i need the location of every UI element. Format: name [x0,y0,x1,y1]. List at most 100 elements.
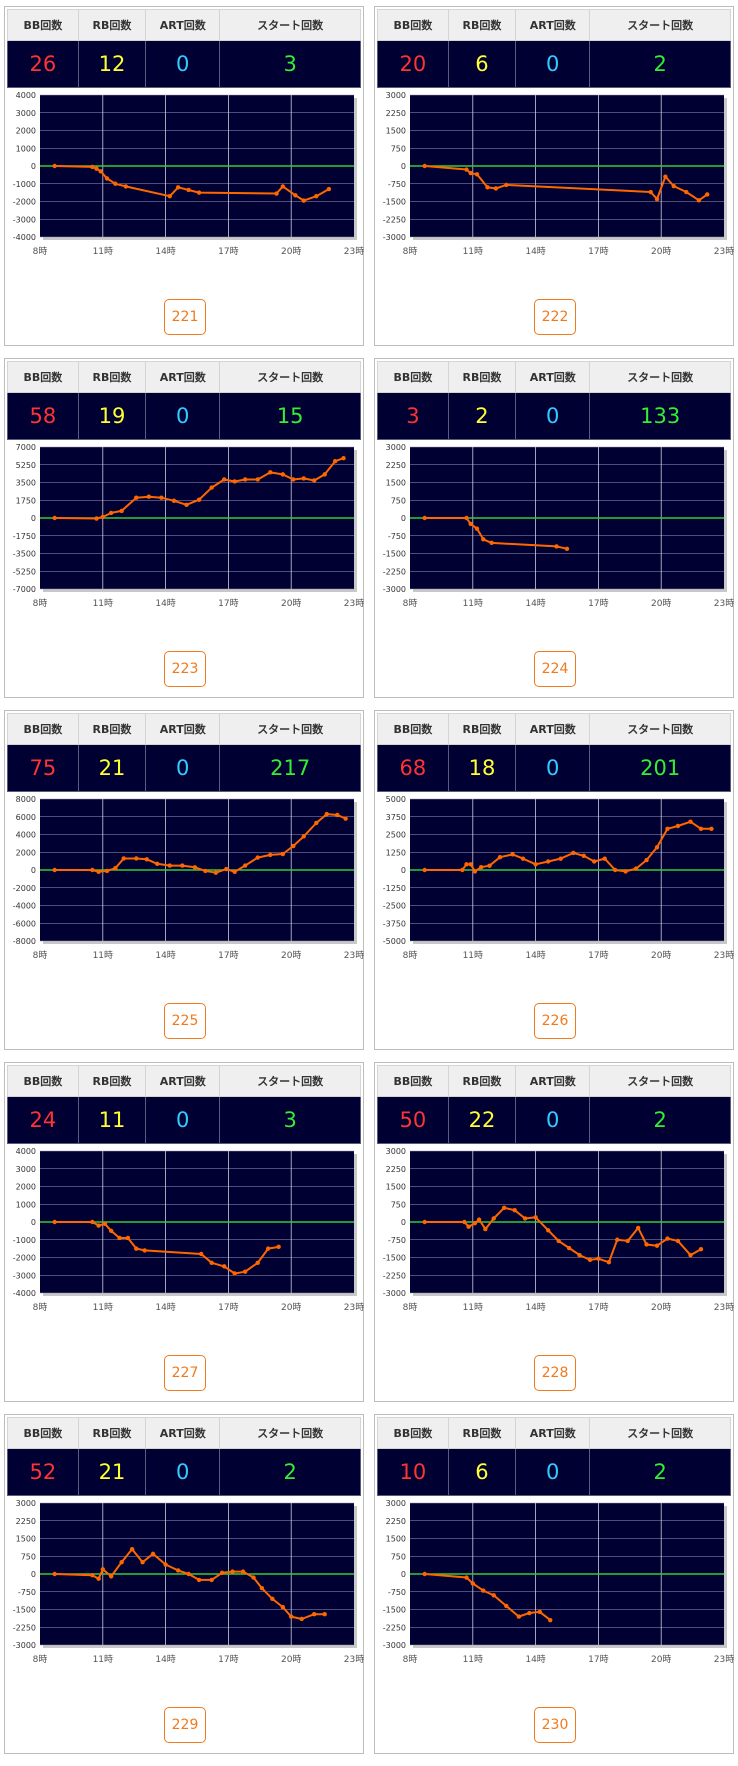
y-tick-label: 5000 [386,795,406,804]
machine-number-button[interactable]: 224 [534,651,576,687]
machine-number-button[interactable]: 230 [534,1707,576,1743]
machine-number-button[interactable]: 225 [164,1003,206,1039]
x-tick-label: 11時 [93,950,113,961]
data-point [537,1609,542,1615]
x-tick-label: 23時 [714,950,734,961]
machine-number-button[interactable]: 222 [534,299,576,335]
data-point [52,515,57,521]
data-point [180,863,185,868]
data-point [167,193,172,199]
data-point [464,167,469,172]
x-tick-label: 23時 [344,1654,364,1665]
machine-number-button[interactable]: 223 [164,651,206,687]
data-point [270,1596,275,1602]
y-tick-label: 1500 [16,1535,36,1544]
x-tick-label: 8時 [33,246,48,257]
data-point [209,485,214,490]
data-point [175,185,181,190]
x-tick-label: 14時 [155,1302,175,1313]
y-tick-label: -1750 [13,532,36,541]
x-tick-label: 11時 [463,246,483,257]
y-tick-label: -1250 [383,884,406,893]
art-header: ART回数 [145,9,221,41]
art-header: ART回数 [145,1065,221,1097]
machine-number-button[interactable]: 227 [164,1355,206,1391]
art-header: ART回数 [515,713,591,745]
data-point [293,193,298,198]
data-point [280,851,286,857]
y-tick-label: -1000 [13,1236,36,1245]
data-point [326,186,332,192]
y-tick-label: -3750 [383,919,406,928]
machine-number-button[interactable]: 228 [534,1355,576,1391]
y-tick-label: 0 [401,866,406,875]
x-tick-label: 17時 [588,1302,608,1313]
data-point [332,459,338,464]
data-point [696,198,702,203]
y-tick-label: -1500 [383,198,406,207]
data-point [259,1586,265,1591]
rb-header: RB回数 [447,713,517,745]
y-tick-label: 0 [31,866,36,875]
stats-table: BB回数 RB回数 ART回数 スタート回数 68 18 0 201 [377,713,731,792]
rb-count: 6 [447,40,517,88]
bb-count: 3 [377,392,449,440]
data-point [564,546,570,551]
y-tick-label: 3000 [16,1499,36,1508]
data-point [242,477,248,482]
y-tick-label: -3000 [383,585,406,594]
data-point [242,863,248,868]
data-point [464,1575,469,1580]
data-point [289,1614,294,1619]
y-tick-label: 2000 [16,1183,36,1192]
data-point [209,1260,214,1266]
data-point [470,1581,475,1586]
x-tick-label: 8時 [33,598,48,609]
x-tick-label: 8時 [403,950,418,961]
data-point [108,510,114,516]
x-tick-label: 20時 [281,246,301,257]
machine-number-button[interactable]: 221 [164,299,206,335]
y-tick-label: -6000 [13,919,36,928]
data-point [232,869,237,874]
data-point [460,867,465,873]
y-tick-label: -1500 [383,550,406,559]
x-tick-label: 23時 [714,1654,734,1665]
data-point [125,1235,131,1241]
y-tick-label: 750 [21,1552,36,1561]
data-point [481,1588,486,1593]
bb-count: 68 [377,744,449,792]
y-tick-label: -4000 [13,233,36,242]
stats-table: BB回数 RB回数 ART回数 スタート回数 75 21 0 217 [7,713,361,792]
start-count: 2 [589,40,731,88]
machine-number-button[interactable]: 226 [534,1003,576,1039]
x-tick-label: 14時 [155,246,175,257]
data-point [654,196,660,202]
data-point [510,852,515,857]
x-tick-label: 11時 [93,1654,113,1665]
data-point [472,1220,478,1226]
data-point [566,1245,572,1251]
bb-count: 52 [7,1448,79,1496]
data-point [280,184,286,189]
machine-panel: BB回数 RB回数 ART回数 スタート回数 50 22 0 2 3000 2250 1500 750… [374,1062,734,1402]
bb-header: BB回数 [7,9,79,41]
x-tick-label: 20時 [281,598,301,609]
data-point [548,1617,553,1623]
y-tick-label: 2000 [16,127,36,136]
machine-number-button[interactable]: 229 [164,1707,206,1743]
start-count: 2 [219,1448,361,1496]
y-tick-label: -3000 [383,233,406,242]
data-point [90,1572,95,1578]
x-tick-label: 14時 [155,950,175,961]
y-tick-label: 0 [401,162,406,171]
y-tick-label: 2250 [386,461,406,470]
slump-chart: 5000 3750 2500 1250 0 -1250 -2500 -3750 -5000 8時 1… [383,795,734,961]
stats-table: BB回数 RB回数 ART回数 スタート回数 3 2 0 133 [377,361,731,440]
rb-count: 12 [77,40,147,88]
x-tick-label: 17時 [218,950,238,961]
start-count: 2 [589,1096,731,1144]
data-point [240,1569,246,1574]
data-point [474,526,480,531]
data-point [108,1228,114,1234]
